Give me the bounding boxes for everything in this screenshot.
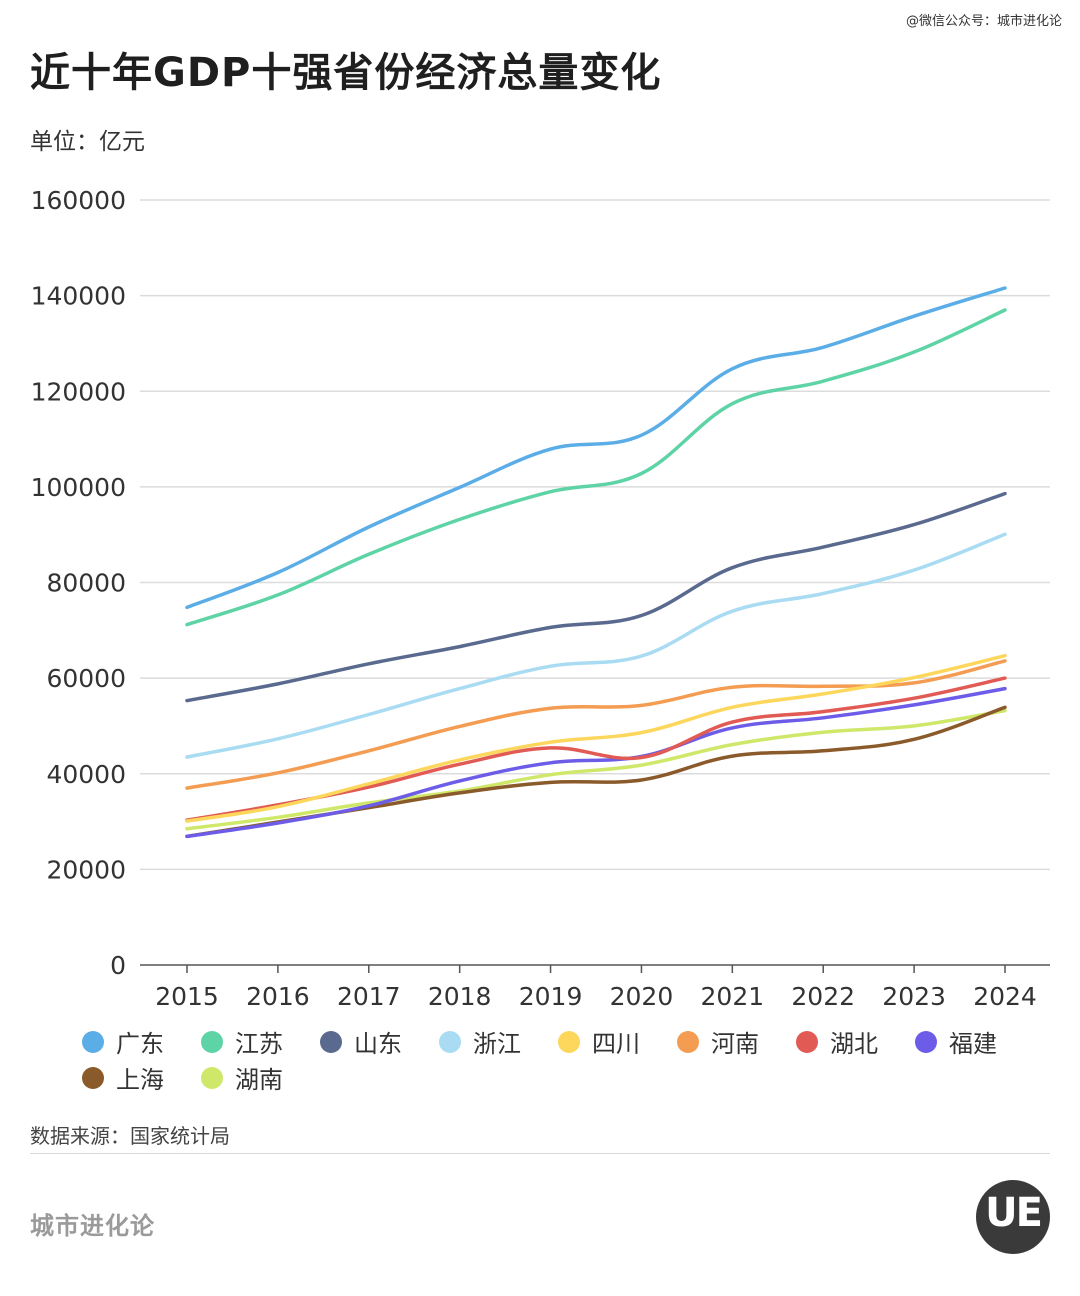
legend-swatch [201, 1066, 223, 1089]
x-tick-label: 2022 [791, 982, 855, 1011]
series-line-福建 [185, 686, 1007, 839]
x-tick-label: 2015 [155, 982, 219, 1011]
y-tick-label: 0 [110, 951, 126, 980]
series-line-江苏 [185, 308, 1007, 627]
x-tick-label: 2023 [882, 982, 946, 1011]
legend-swatch [677, 1030, 699, 1053]
legend-label: 湖北 [830, 1030, 878, 1058]
legend-label: 江苏 [235, 1030, 283, 1058]
x-tick-label: 2021 [701, 982, 765, 1011]
unit-label: 单位：亿元 [30, 129, 145, 155]
y-tick-label: 40000 [46, 760, 126, 789]
series-line-四川 [185, 653, 1007, 823]
legend-item: 山东 [320, 1024, 402, 1059]
x-tick-label: 2016 [246, 982, 310, 1011]
legend-item: 湖北 [796, 1024, 878, 1059]
legend-label: 河南 [711, 1030, 759, 1058]
legend-swatch [439, 1030, 461, 1053]
credit-text: @微信公众号：城市进化论 [905, 14, 1062, 29]
y-tick-label: 60000 [46, 664, 126, 693]
footer-divider [30, 1153, 1050, 1154]
x-tick-label: 2020 [610, 982, 674, 1011]
series-lines [185, 286, 1007, 839]
legend-item: 河南 [677, 1024, 759, 1059]
series-line-广东 [185, 286, 1007, 610]
legend-item: 浙江 [439, 1024, 521, 1059]
legend-swatch [915, 1030, 937, 1053]
y-tick-label: 100000 [31, 473, 126, 502]
legend-label: 四川 [592, 1030, 640, 1058]
series-line-浙江 [185, 532, 1007, 759]
legend-item: 广东 [82, 1024, 164, 1059]
chart-title: 近十年GDP十强省份经济总量变化 [30, 50, 662, 96]
y-tick-label: 80000 [46, 569, 126, 598]
x-tick-label: 2019 [519, 982, 583, 1011]
y-tick-label: 20000 [46, 855, 126, 884]
legend-item: 福建 [915, 1024, 997, 1059]
logo-letters: UE [985, 1190, 1043, 1236]
brand-logo: UE [976, 1180, 1050, 1254]
x-tick-label: 2018 [428, 982, 492, 1011]
y-axis: 0 20000 40000 60000 80000 100000 120000 140000 1… [31, 186, 126, 980]
legend-swatch [558, 1030, 580, 1053]
legend-swatch [201, 1030, 223, 1053]
legend-item: 上海 [82, 1060, 164, 1095]
legend-swatch [82, 1030, 104, 1053]
series-line-山东 [185, 491, 1007, 703]
legend-label: 福建 [949, 1030, 997, 1058]
brand-name: 城市进化论 [30, 1212, 155, 1240]
source-note: 数据来源：国家统计局 [30, 1124, 230, 1148]
legend-item: 湖南 [201, 1060, 283, 1095]
legend-label: 湖南 [235, 1066, 283, 1094]
line-chart: 0 20000 40000 60000 80000 100000 120000 140000 1… [31, 186, 1050, 1011]
x-tick-label: 2024 [973, 982, 1037, 1011]
legend-label: 浙江 [473, 1030, 521, 1058]
legend-item: 江苏 [201, 1024, 283, 1059]
legend-item: 四川 [558, 1024, 640, 1059]
legend-swatch [796, 1030, 818, 1053]
x-tick-label: 2017 [337, 982, 401, 1011]
y-tick-label: 160000 [31, 186, 126, 215]
legend-label: 广东 [116, 1030, 164, 1058]
y-tick-label: 140000 [31, 282, 126, 311]
legend-label: 山东 [354, 1030, 402, 1058]
series-line-湖南 [185, 708, 1007, 831]
legend-swatch [82, 1066, 104, 1089]
legend-label: 上海 [116, 1066, 164, 1094]
y-tick-label: 120000 [31, 377, 126, 406]
x-axis: 2015 2016 2017 2018 2019 2020 2021 2022 2023 2024 [155, 965, 1037, 1011]
legend-swatch [320, 1030, 342, 1053]
